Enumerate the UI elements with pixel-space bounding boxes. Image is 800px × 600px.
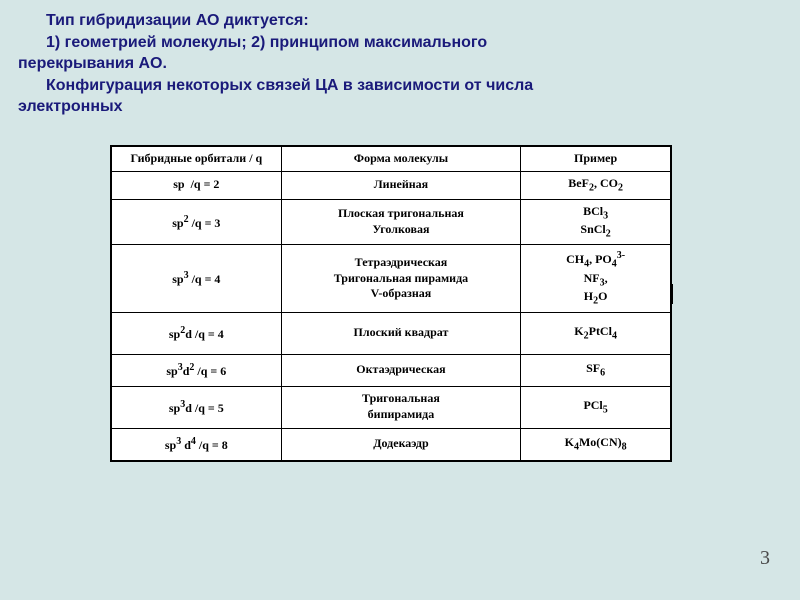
cell-shape: Додекаэдр: [281, 428, 521, 460]
cell-orbitals: sp2d /q = 4: [112, 312, 282, 354]
table-body: sp /q = 2ЛинейнаяBeF2, CO2sp2 /q = 3Плос…: [112, 171, 671, 460]
table-row: sp3 d4 /q = 8ДодекаэдрK4Mo(CN)8: [112, 428, 671, 460]
table-row: sp2 /q = 3Плоская тригональнаяУголковаяB…: [112, 199, 671, 245]
intro-line-2-wrap: перекрывания AO.: [18, 53, 782, 75]
cell-shape: Октаэдрическая: [281, 354, 521, 386]
cell-example: K4Mo(CN)8: [521, 428, 671, 460]
cell-example: SF6: [521, 354, 671, 386]
intro-line-1: Тип гибридизации АО диктуется:: [18, 10, 782, 32]
cell-example: PCl5: [521, 386, 671, 428]
cell-shape: Линейная: [281, 171, 521, 199]
cell-orbitals: sp3d2 /q = 6: [112, 354, 282, 386]
cell-example: CH4, PO43-NF3,H2O: [521, 245, 671, 312]
cell-shape: Тригональнаябипирамида: [281, 386, 521, 428]
col-header-example: Пример: [521, 147, 671, 172]
col-header-orbitals: Гибридные орбитали / q: [112, 147, 282, 172]
text-cursor-mark: [671, 284, 673, 304]
cell-orbitals: sp /q = 2: [112, 171, 282, 199]
cell-orbitals: sp3 /q = 4: [112, 245, 282, 312]
table-row: sp3d /q = 5ТригональнаябипирамидаPCl5: [112, 386, 671, 428]
hybridization-table-container: Гибридные орбитали / q Форма молекулы Пр…: [110, 145, 672, 462]
col-header-shape: Форма молекулы: [281, 147, 521, 172]
table-row: sp /q = 2ЛинейнаяBeF2, CO2: [112, 171, 671, 199]
cell-shape: Плоский квадрат: [281, 312, 521, 354]
cell-example: BCl3SnCl2: [521, 199, 671, 245]
intro-text-block: Тип гибридизации АО диктуется: 1) геомет…: [0, 0, 800, 118]
cell-orbitals: sp2 /q = 3: [112, 199, 282, 245]
cell-shape: Плоская тригональнаяУголковая: [281, 199, 521, 245]
cell-example: BeF2, CO2: [521, 171, 671, 199]
intro-line-2: 1) геометрией молекулы; 2) принципом мак…: [18, 32, 782, 54]
page-number: 3: [760, 547, 770, 570]
cell-orbitals: sp3d /q = 5: [112, 386, 282, 428]
cell-orbitals: sp3 d4 /q = 8: [112, 428, 282, 460]
cell-example: K2PtCl4: [521, 312, 671, 354]
hybridization-table: Гибридные орбитали / q Форма молекулы Пр…: [111, 146, 671, 461]
intro-line-3-wrap: электронных: [18, 96, 782, 118]
table-row: sp3d2 /q = 6ОктаэдрическаяSF6: [112, 354, 671, 386]
table-row: sp2d /q = 4Плоский квадратK2PtCl4: [112, 312, 671, 354]
slide: Тип гибридизации АО диктуется: 1) геомет…: [0, 0, 800, 600]
table-header-row: Гибридные орбитали / q Форма молекулы Пр…: [112, 147, 671, 172]
table-row: sp3 /q = 4ТетраэдрическаяТригональная пи…: [112, 245, 671, 312]
intro-line-3: Конфигурация некоторых связей ЦА в завис…: [18, 75, 782, 97]
cell-shape: ТетраэдрическаяТригональная пирамидаV-об…: [281, 245, 521, 312]
